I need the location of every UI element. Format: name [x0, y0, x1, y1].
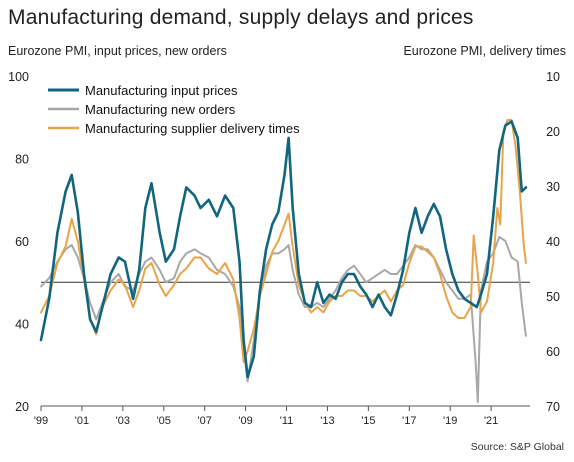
x-tick-label: '03	[116, 415, 130, 427]
series-line-input-prices	[39, 120, 528, 379]
left-tick-label: 80	[15, 153, 29, 167]
axes: 20 40 60 80 100 10 20 30 40 50 60 70 '99 '01 '03 '05 '07…	[8, 70, 560, 427]
right-tick-label: 50	[546, 290, 560, 304]
series-line-new-orders	[40, 235, 527, 403]
series-line-delivery-times	[40, 119, 527, 363]
x-tick-label: '13	[320, 415, 334, 427]
x-tick-label: '15	[361, 415, 375, 427]
right-tick-label: 70	[546, 400, 560, 414]
x-tick-label: '09	[238, 415, 252, 427]
x-tick-label: '11	[280, 415, 294, 427]
left-tick-label: 60	[15, 235, 29, 249]
x-tick-label: '21	[484, 415, 498, 427]
chart-title: Manufacturing demand, supply delays and …	[8, 6, 474, 29]
right-tick-label: 30	[546, 180, 560, 194]
right-tick-label: 60	[546, 345, 560, 359]
source-note: Source: S&P Global	[470, 441, 564, 453]
left-tick-label: 100	[8, 70, 29, 84]
series-layer	[39, 119, 528, 403]
x-tick-label: '05	[157, 415, 171, 427]
left-tick-label: 40	[15, 318, 29, 332]
x-tick-label: '99	[34, 415, 48, 427]
left-tick-label: 20	[15, 400, 29, 414]
legend: Manufacturing input prices Manufacturing …	[48, 83, 300, 136]
x-tick-label: '07	[198, 415, 212, 427]
legend-label: Manufacturing new orders	[85, 102, 236, 117]
legend-label: Manufacturing supplier delivery times	[85, 121, 300, 136]
x-tick-label: '01	[75, 415, 89, 427]
x-tick-label: '17	[402, 415, 416, 427]
right-tick-label: 40	[546, 235, 560, 249]
right-tick-label: 20	[546, 125, 560, 139]
left-axis-label: Eurozone PMI, input prices, new orders	[8, 44, 227, 58]
right-tick-label: 10	[546, 70, 560, 84]
x-tick-label: '19	[443, 415, 457, 427]
legend-label: Manufacturing input prices	[85, 83, 238, 98]
right-axis-label: Eurozone PMI, delivery times	[403, 44, 566, 58]
